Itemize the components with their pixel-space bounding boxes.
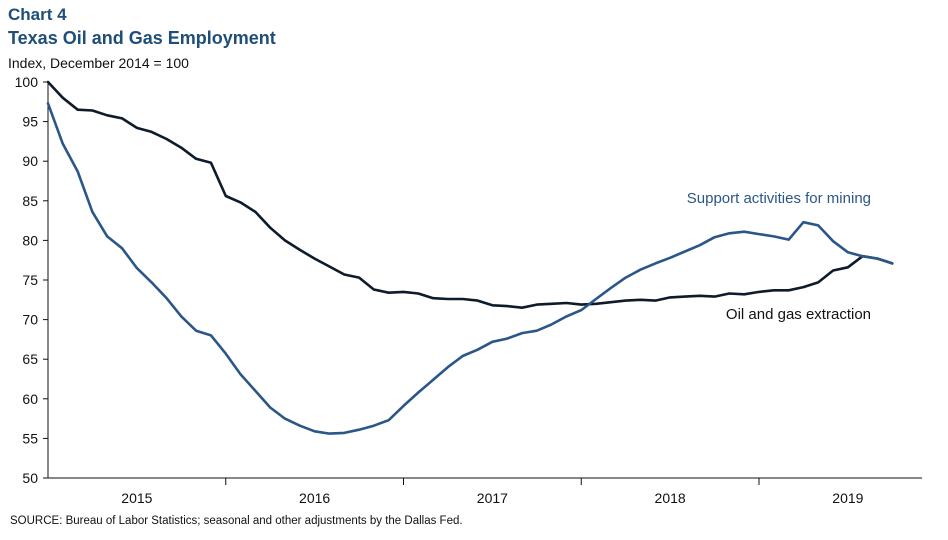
y-tick-label: 50 bbox=[22, 470, 38, 486]
chart-axes: 50 55 60 65 70 75 80 85 90 95 100 2015 2016 2017 2018 2… bbox=[15, 74, 922, 506]
series-label-support-activities-for-mining: Support activities for mining bbox=[687, 190, 871, 207]
y-tick-label: 55 bbox=[22, 430, 38, 446]
y-tick-label: 75 bbox=[22, 272, 38, 288]
chart-number: Chart 4 bbox=[8, 5, 67, 24]
y-tick-label: 60 bbox=[22, 391, 38, 407]
y-tick-label: 85 bbox=[22, 193, 38, 209]
series-line-support-activities-for-mining bbox=[46, 102, 894, 435]
y-tick-label: 70 bbox=[22, 312, 38, 328]
x-tick-label: 2017 bbox=[477, 490, 508, 506]
series-labels: Oil and gas extraction Support activities… bbox=[687, 190, 871, 323]
x-tick-label: 2019 bbox=[832, 490, 863, 506]
series-label-oil-and-gas-extraction: Oil and gas extraction bbox=[726, 306, 871, 323]
y-tick-label: 80 bbox=[22, 232, 38, 248]
y-tick-label: 95 bbox=[22, 114, 38, 130]
x-tick-label: 2018 bbox=[655, 490, 686, 506]
y-axis-label: Index, December 2014 = 100 bbox=[8, 55, 189, 71]
y-tick-label: 100 bbox=[15, 74, 39, 90]
chart-title: Texas Oil and Gas Employment bbox=[8, 28, 276, 48]
series-line-oil-and-gas-extraction bbox=[46, 80, 894, 310]
x-tick-label: 2015 bbox=[121, 490, 152, 506]
x-tick-label: 2016 bbox=[299, 490, 330, 506]
y-tick-label: 90 bbox=[22, 153, 38, 169]
source-note: SOURCE: Bureau of Labor Statistics; seas… bbox=[10, 515, 463, 527]
y-tick-label: 65 bbox=[22, 351, 38, 367]
chart-series bbox=[46, 80, 894, 435]
